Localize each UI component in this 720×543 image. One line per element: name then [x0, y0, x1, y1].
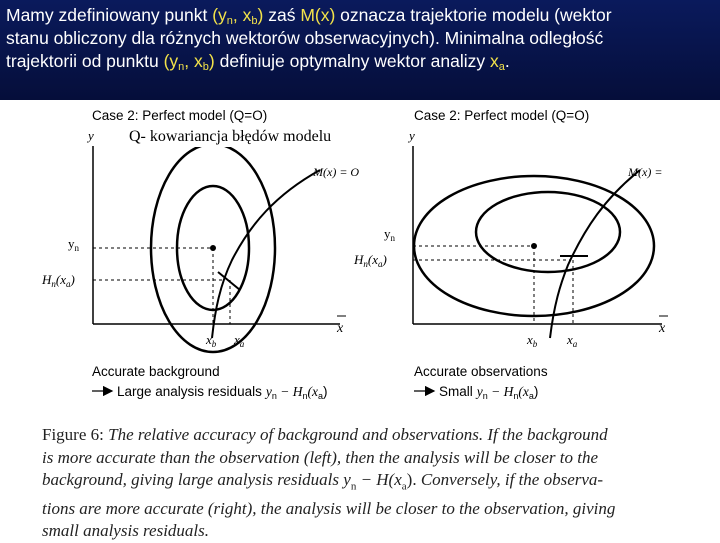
header-line-2: stanu obliczony dla różnych wektorów obs… [6, 28, 604, 48]
left-curve-label: M(x) = O [312, 165, 359, 179]
header-line-1: Mamy zdefiniowany punkt (yn, xb) zaś M(x… [6, 5, 612, 27]
right-model-trajectory [549, 169, 641, 339]
caption-line-4: tions are more accurate (right), the ana… [42, 498, 616, 518]
point-yn-xb: (yn, xb) [212, 5, 264, 27]
figure-caption: Figure 6: The relative accuracy of backg… [42, 424, 682, 543]
left-xb-label: xb [205, 332, 217, 349]
figure-diagram: Case 2: Perfect model (Q=O) y x M(x) = O… [41, 108, 668, 401]
left-caption-1: Accurate background [92, 364, 220, 379]
left-yn-label: yn [68, 236, 80, 253]
point-yn-xb-2: (yn, xb) [163, 51, 215, 73]
left-h-label: Hn(xa) [41, 272, 75, 289]
caption-line-2: is more accurate than the observation (l… [42, 447, 599, 467]
caption-line-3: background, giving large analysis residu… [42, 470, 604, 493]
right-caption-2: Small yn − Hn(xa) [439, 384, 538, 401]
slide-header: Mamy zdefiniowany punkt (yn, xb) zaś M(x… [0, 0, 720, 100]
left-y-axis-label: y [86, 128, 94, 143]
left-model-trajectory [211, 169, 321, 339]
right-caption-1: Accurate observations [414, 364, 548, 379]
model-trajectory-term: M(x) [300, 5, 336, 25]
left-caption-2: Large analysis residuals yn − Hn(xa) [117, 384, 328, 401]
right-xa-label: xa [566, 332, 578, 349]
model-error-covariance-label: Q- kowariancja błędów modelu [126, 127, 335, 147]
left-xa-label: xa [233, 332, 245, 349]
left-analysis-tick [217, 271, 241, 291]
left-background-point [210, 245, 216, 251]
right-y-axis-label: y [407, 128, 415, 143]
right-background-point [531, 243, 537, 249]
caption-line-1: Figure 6: The relative accuracy of backg… [42, 425, 608, 444]
left-panel-title: Case 2: Perfect model (Q=O) [92, 108, 267, 123]
right-panel-title: Case 2: Perfect model (Q=O) [414, 108, 589, 123]
right-curve-label: M(x) = [627, 165, 662, 179]
caption-line-5: small analysis residuals. [42, 521, 210, 541]
right-panel: Case 2: Perfect model (Q=O) y x M(x) = y… [353, 108, 668, 401]
left-x-axis-label: x [336, 321, 344, 336]
left-panel: Case 2: Perfect model (Q=O) y x M(x) = O… [41, 108, 359, 401]
right-inner-ellipse [474, 190, 622, 274]
header-line-3: trajektorii od punktu (yn, xb) definiuje… [6, 51, 510, 73]
right-xb-label: xb [526, 332, 538, 349]
analysis-vector-term: xa [490, 51, 505, 73]
right-h-label: Hn(xa) [353, 252, 387, 269]
right-yn-label: yn [384, 226, 396, 243]
right-x-axis-label: x [658, 321, 666, 336]
